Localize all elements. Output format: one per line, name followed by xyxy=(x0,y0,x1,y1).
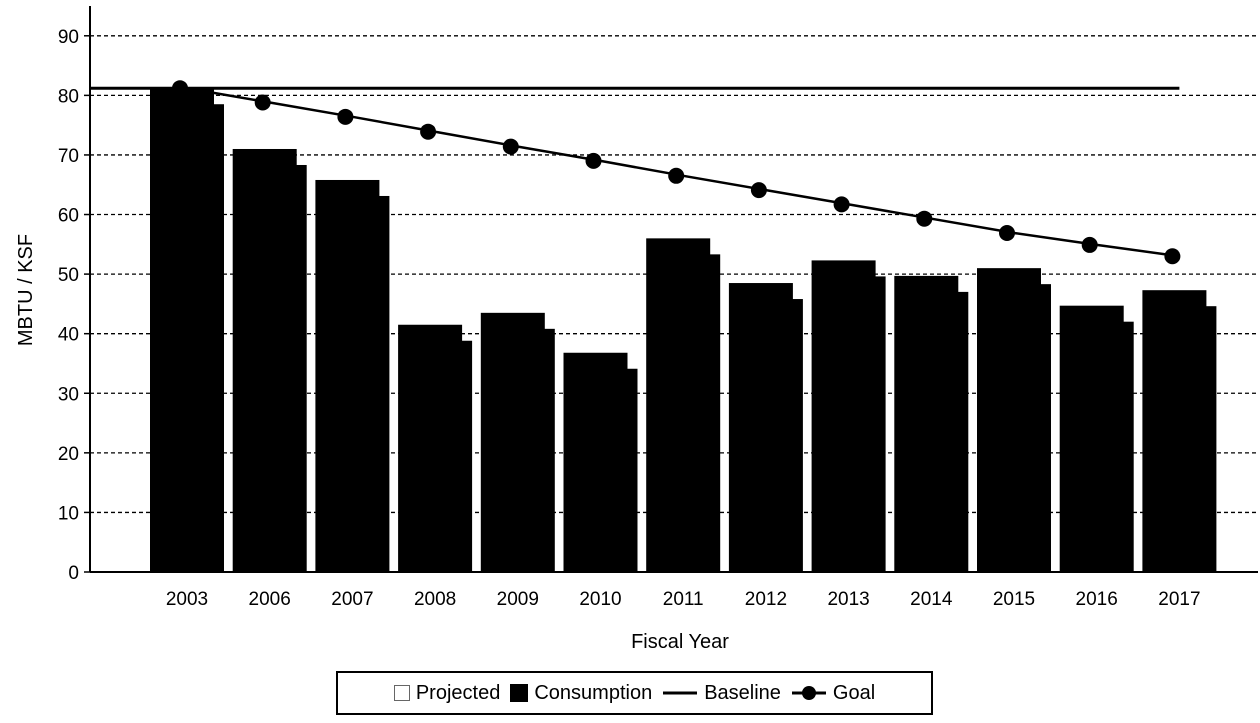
projected-swatch xyxy=(393,685,410,701)
x-tick-label: 2012 xyxy=(745,589,787,610)
legend-item-baseline: Baseline xyxy=(662,682,781,705)
goal-point xyxy=(1164,248,1181,265)
consumption-bar xyxy=(150,88,214,573)
goal-point xyxy=(254,94,271,111)
x-tick-labels: 2003 2006 2007 2008 2009 2010 2011 2012 2013 2014… xyxy=(166,589,1201,610)
x-tick-label: 2016 xyxy=(1076,589,1118,610)
y-tick-label: 80 xyxy=(58,86,79,107)
x-tick-label: 2010 xyxy=(579,589,621,610)
legend-label-goal: Goal xyxy=(832,681,876,704)
goal-point xyxy=(420,123,437,140)
x-tick-label: 2015 xyxy=(993,589,1035,610)
y-tick-label: 90 xyxy=(58,27,79,48)
consumption-bar xyxy=(894,275,959,572)
consumption-bars xyxy=(150,88,1217,573)
x-tick-label: 2009 xyxy=(497,589,539,610)
axes xyxy=(84,6,1258,573)
consumption-bar xyxy=(398,324,463,572)
legend-label-consumption: Consumption xyxy=(534,681,653,704)
consumption-bar xyxy=(811,260,876,572)
consumption-bar xyxy=(563,352,628,572)
consumption-bar xyxy=(232,148,297,572)
legend-label-baseline: Baseline xyxy=(704,681,781,704)
goal-point xyxy=(833,196,850,213)
goal-point xyxy=(172,80,188,97)
x-tick-label: 2003 xyxy=(166,589,208,610)
y-tick-label: 20 xyxy=(58,444,79,465)
consumption-bar xyxy=(1142,290,1207,572)
consumption-bar xyxy=(480,312,545,572)
goal-point xyxy=(502,138,519,155)
x-tick-label: 2008 xyxy=(414,589,456,610)
goal-point xyxy=(750,182,767,199)
goal-point xyxy=(585,152,602,169)
goal-swatch xyxy=(791,686,826,700)
y-tick-label: 60 xyxy=(58,206,79,227)
legend-label-projected: Projected xyxy=(415,681,501,704)
consumption-bar xyxy=(728,283,793,572)
consumption-bar xyxy=(1059,305,1124,572)
x-axis-title: Fiscal Year xyxy=(631,631,729,653)
consumption-bar xyxy=(977,268,1041,572)
consumption-bar xyxy=(315,179,380,572)
y-tick-labels: 0 10 20 30 40 50 60 70 80 90 xyxy=(58,27,79,584)
goal-point xyxy=(668,167,685,184)
goal-point xyxy=(1081,236,1098,253)
legend-item-goal: Goal xyxy=(791,682,875,705)
x-tick-label: 2007 xyxy=(331,589,373,610)
x-tick-label: 2011 xyxy=(663,589,704,610)
consumption-swatch xyxy=(510,684,529,702)
goal-point xyxy=(999,224,1015,241)
y-tick-label: 50 xyxy=(58,265,79,286)
legend: Projected Consumption Baseline Goal xyxy=(336,671,933,715)
legend-item-projected: Projected xyxy=(393,681,501,705)
y-tick-label: 70 xyxy=(58,146,79,167)
line-series xyxy=(90,80,1181,265)
x-tick-label: 2006 xyxy=(249,589,291,610)
baseline-swatch xyxy=(663,691,698,695)
x-tick-label: 2013 xyxy=(827,589,869,610)
x-tick-label: 2017 xyxy=(1158,589,1200,610)
x-tick-label: 2014 xyxy=(910,589,953,610)
legend-item-consumption: Consumption xyxy=(510,682,652,705)
consumption-bar xyxy=(646,238,711,572)
y-axis-title: MBTU / KSF xyxy=(15,234,37,346)
y-tick-label: 30 xyxy=(58,384,79,405)
goal-point xyxy=(916,210,933,227)
goal-point xyxy=(337,108,354,125)
y-tick-label: 0 xyxy=(68,563,79,584)
y-tick-label: 10 xyxy=(58,503,79,524)
y-tick-label: 40 xyxy=(58,325,79,346)
